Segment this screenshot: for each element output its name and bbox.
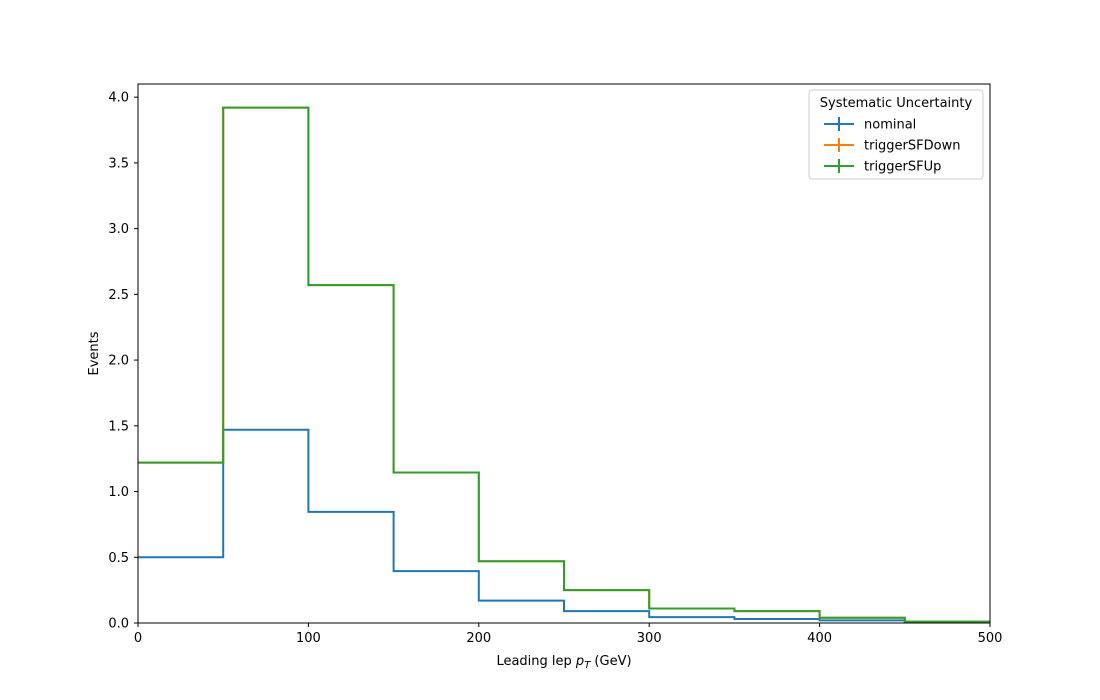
y-tick-label: 3.0 (108, 222, 129, 237)
series-line-triggerSFUp (138, 106, 990, 623)
x-axis-label: Leading lep pT (GeV) (496, 654, 631, 671)
x-axis-ticks: 0 100 200 300 400 500 (134, 623, 1003, 646)
x-tick-label: 300 (637, 631, 662, 646)
x-tick-label: 200 (466, 631, 491, 646)
y-tick-label: 1.0 (108, 485, 129, 500)
y-axis-label: Events (87, 331, 102, 375)
y-tick-label: 1.5 (108, 419, 129, 434)
y-tick-label: 2.0 (108, 354, 129, 369)
series-line-triggerSFDown (138, 106, 990, 623)
legend-label: triggerSFUp (864, 160, 941, 175)
legend-entry-triggerSFUp: triggerSFUp (824, 159, 941, 175)
y-tick-label: 3.5 (108, 156, 129, 171)
x-tick-label: 100 (296, 631, 321, 646)
y-tick-label: 0.5 (108, 551, 129, 566)
y-tick-label: 0.0 (108, 617, 129, 632)
series-line-nominal (138, 428, 990, 624)
x-tick-label: 0 (134, 631, 142, 646)
legend-entries: nominal triggerSFDown triggerSFUp (824, 117, 960, 175)
legend-entry-nominal: nominal (824, 117, 916, 133)
legend: Systematic Uncertainty nominal triggerSFD… (808, 89, 984, 180)
legend-label: triggerSFDown (864, 139, 960, 154)
y-axis-ticks: 0.0 0.5 1.0 1.5 2.0 2.5 3.0 3.5 4.0 (108, 91, 138, 632)
y-tick-label: 4.0 (108, 91, 129, 106)
legend-label: nominal (864, 118, 916, 133)
y-tick-label: 2.5 (108, 288, 129, 303)
legend-entry-triggerSFDown: triggerSFDown (824, 138, 960, 154)
axes-frame (137, 83, 991, 624)
legend-box (808, 89, 984, 180)
x-tick-label: 500 (978, 631, 1003, 646)
legend-title: Systematic Uncertainty (820, 96, 973, 111)
x-tick-label: 400 (807, 631, 832, 646)
series-layer (138, 106, 990, 624)
